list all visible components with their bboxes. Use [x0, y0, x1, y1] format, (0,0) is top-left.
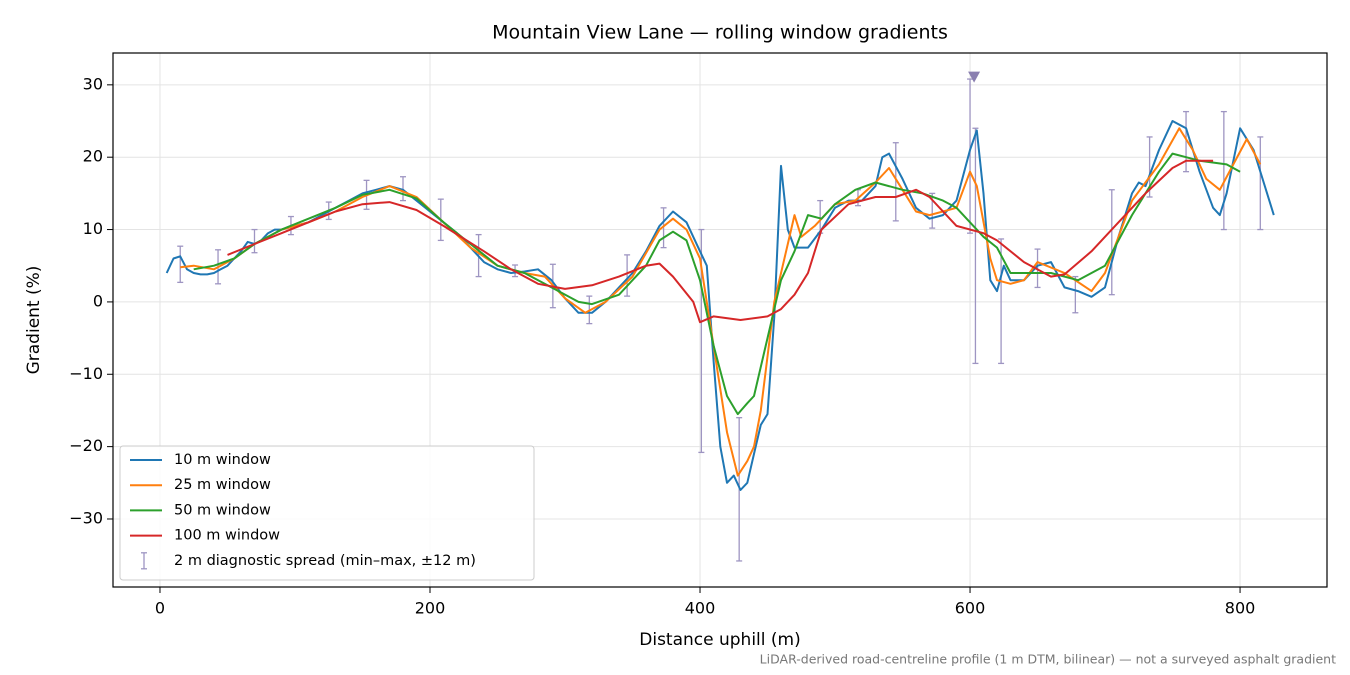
legend-label: 50 m window [174, 502, 271, 518]
y-tick-label: 0 [93, 291, 103, 310]
plot-frame [112, 52, 1328, 588]
error-bar [399, 176, 406, 202]
error-bar [1108, 189, 1115, 296]
error-bar [660, 207, 667, 249]
legend-label: 100 m window [174, 528, 280, 544]
series-line [227, 159, 1214, 324]
legend-box [119, 445, 535, 581]
x-tick-label: 200 [415, 599, 446, 618]
error-bar [892, 142, 899, 222]
error-bar [1220, 110, 1227, 231]
legend-label: 25 m window [174, 477, 271, 493]
axes: 0 200 400 600 800 −30 −20 −10 0 10 20 30 [69, 74, 1255, 617]
error-bar [972, 127, 979, 365]
y-tick-label: −20 [69, 436, 103, 455]
error-bar [998, 238, 1005, 365]
legend: 10 m window 25 m window 50 m window 100 m w… [119, 445, 535, 581]
error-bar [967, 78, 974, 234]
x-tick-label: 400 [685, 599, 716, 618]
legend-label: 2 m diagnostic spread (min–max, ±12 m) [174, 553, 476, 569]
x-axis-label: Distance uphill (m) [639, 630, 800, 650]
error-bar [1257, 136, 1264, 231]
error-bar [251, 228, 258, 254]
y-tick-label: −10 [69, 364, 103, 383]
error-bar [1072, 275, 1079, 314]
series-line [193, 152, 1241, 416]
y-tick-label: 30 [83, 74, 103, 93]
peak-marker [968, 71, 981, 83]
y-axis-label: Gradient (%) [24, 266, 44, 375]
x-tick-label: 600 [955, 599, 986, 618]
legend-label: 10 m window [174, 452, 271, 468]
error-bar [624, 254, 631, 297]
error-bar [177, 245, 184, 284]
chart-title: Mountain View Lane — rolling window grad… [492, 22, 948, 44]
x-tick-label: 0 [155, 599, 165, 618]
y-tick-label: −30 [69, 508, 103, 527]
y-tick-label: 10 [83, 219, 103, 238]
plot [165, 71, 1275, 562]
footnote: LiDAR-derived road-centreline profile (1… [760, 652, 1336, 667]
x-tick-label: 800 [1225, 599, 1256, 618]
y-tick-label: 20 [83, 147, 103, 166]
